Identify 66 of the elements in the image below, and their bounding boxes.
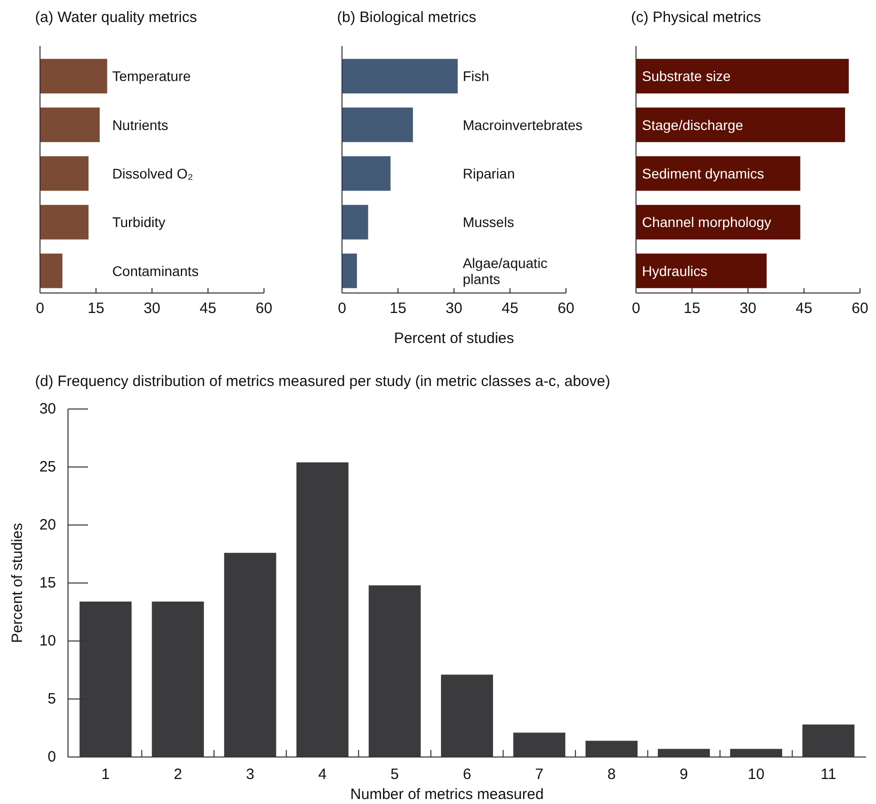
x-tick-label: 60 [256,300,272,317]
y-tick-label: Hydraulics [642,262,708,279]
x-tick-label: 30 [446,300,462,317]
y-tick-label: Contaminants [112,262,199,279]
x-tick-label: 45 [796,300,812,317]
y-tick-label: Channel morphology [642,214,772,230]
bar [636,254,767,288]
bar [342,58,458,94]
x-tick-label: 1 [101,766,110,783]
y-tick-label: 25 [39,458,56,476]
y-tick-label: 30 [39,400,56,418]
y-tick-label: Nutrients [112,116,168,133]
y-axis-title: Percent of studies [9,522,26,644]
x-tick-label: 60 [558,300,574,317]
y-tick-label: Fish [462,68,490,84]
y-tick-label: Substrate size [642,68,731,84]
bar [40,58,108,94]
y-tick-label: Algae/aquatic plants [462,254,548,287]
y-tick-label: Temperature [112,68,192,84]
bar [342,156,391,191]
bar [636,108,846,142]
y-tick-label: Macroinvertebrates [462,116,583,133]
x-tick-label: 45 [502,300,518,317]
y-tick-label: Dissolved O₂ [112,166,194,182]
y-tick-label: Sediment dynamics [642,166,764,182]
chart-title: (b) Biological metrics [337,9,476,26]
x-tick-label: 3 [246,766,254,783]
x-tick-label: 60 [852,300,868,317]
chart-title: (a) Water quality metrics [35,9,197,26]
x-tick-label: 2 [174,766,182,783]
y-tick-label: Riparian [462,166,515,182]
x-tick-label: 8 [607,766,616,783]
x-tick-label: 45 [200,300,216,317]
x-tick-label: 0 [338,300,346,317]
bar [40,156,89,191]
x-axis-title: Number of metrics measured [350,786,544,803]
chart-title: (d) Frequency distribution of metrics measured per study (in metric classes a-c, above) [35,373,610,390]
y-tick-label: 0 [48,748,56,766]
bar [342,204,368,240]
y-tick-label: 5 [48,690,56,708]
x-tick-label: 9 [680,766,688,783]
x-tick-label: 5 [390,766,399,783]
bar [342,254,357,288]
y-tick-label: Stage/discharge [642,116,744,133]
x-tick-label: 4 [318,766,327,783]
y-tick-label: 20 [39,516,56,534]
bar [636,156,800,191]
bar [40,108,100,142]
bar [40,204,89,240]
bar [636,58,849,94]
x-tick-label: 6 [462,766,472,783]
y-tick-label: 15 [39,574,56,592]
x-tick-label: 11 [820,766,836,783]
x-tick-label: 30 [740,300,756,317]
bar [636,204,800,240]
x-tick-label: 15 [88,300,104,317]
y-tick-label: Mussels [462,214,514,230]
y-tick-label: Turbidity [112,214,166,230]
x-axis-title: Percent of studies [394,330,514,347]
x-tick-label: 15 [390,300,406,317]
x-tick-label: 0 [632,300,640,317]
bar [342,108,413,142]
chart-title: (c) Physical metrics [631,9,762,26]
bar [40,254,62,288]
y-tick-label: 10 [39,632,56,650]
x-tick-label: 7 [535,766,544,783]
